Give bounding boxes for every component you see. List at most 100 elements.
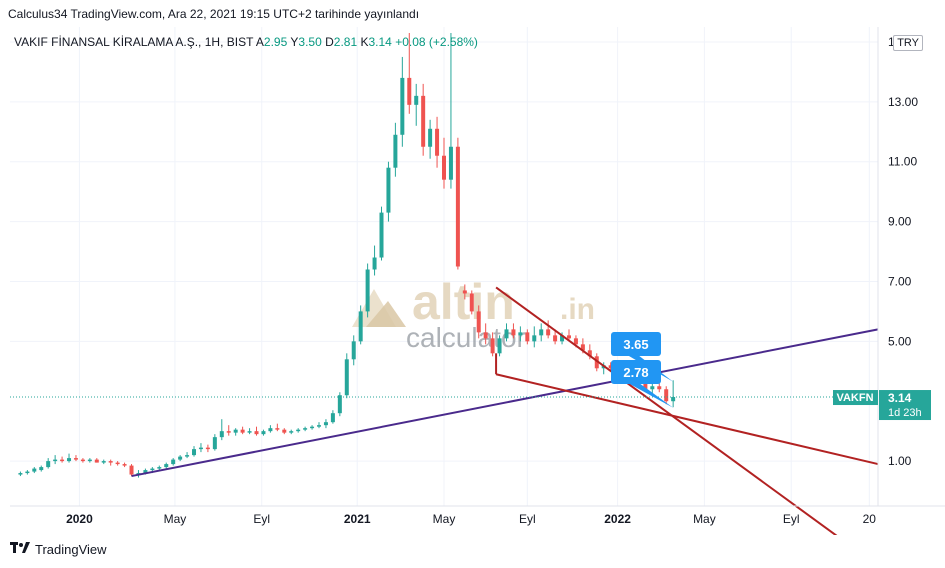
candle-body (60, 459, 65, 462)
candle-body (46, 461, 51, 468)
candle-body (525, 332, 530, 342)
symbol-tag-label: VAKFN (836, 392, 873, 404)
candle-body (87, 459, 92, 462)
candle-body (566, 335, 571, 339)
publish-header: Calculus34 TradingView.com, Ara 22, 2021… (8, 7, 420, 21)
chart-canvas[interactable]: altin .in calculator 15.0013.0011.009.00… (0, 27, 945, 535)
x-tick-label: May (433, 512, 456, 526)
candle-body (344, 359, 349, 396)
candle-body (122, 464, 127, 466)
candle-body (462, 290, 467, 294)
candle-body (393, 134, 398, 168)
candle-body (476, 311, 481, 333)
legend-low: 2.81 (333, 35, 358, 49)
x-tick-label: 20 (863, 512, 877, 526)
candle-body (421, 95, 426, 147)
chart-frame[interactable]: altin .in calculator 15.0013.0011.009.00… (0, 27, 945, 535)
x-tick-label: 2022 (604, 512, 631, 526)
candle-body (650, 386, 655, 390)
x-tick-label: Eyl (519, 512, 536, 526)
candle-body (32, 468, 37, 472)
candle-body (358, 311, 363, 342)
legend-symbol: VAKIF FİNANSAL KİRALAMA A.Ş., 1H, BIST (14, 35, 254, 49)
candle-body (560, 335, 565, 342)
trend-line-support (131, 328, 879, 478)
candle-body (323, 422, 328, 426)
legend-low-label: D (325, 35, 334, 49)
candle-body (504, 329, 509, 339)
candle-body (275, 428, 280, 430)
candle-body (108, 461, 113, 463)
x-tick-label: May (164, 512, 187, 526)
y-tick-label: 13.00 (888, 95, 918, 109)
x-tick-label: Eyl (783, 512, 800, 526)
candle-body (337, 395, 342, 414)
candle-body (185, 455, 190, 457)
candle-body (254, 431, 259, 435)
candle-body (150, 468, 155, 471)
candle-body (233, 429, 238, 433)
candle-body (351, 341, 356, 360)
y-tick-label: 9.00 (888, 215, 912, 229)
candle-body (435, 128, 440, 156)
candle-body (67, 458, 72, 462)
candle-body (608, 365, 613, 369)
y-tick-label: 5.00 (888, 334, 912, 348)
symbol-tag-box (833, 390, 878, 406)
candles (18, 32, 676, 478)
candle-body (671, 397, 676, 402)
candle-body (53, 459, 58, 462)
legend-open: 2.95 (263, 35, 288, 49)
candle-body (497, 338, 502, 354)
candle-body (657, 386, 662, 390)
candle-body (212, 437, 217, 450)
legend: VAKIF FİNANSAL KİRALAMA A.Ş., 1H, BIST A… (14, 35, 478, 49)
candle-body (178, 456, 183, 460)
candle-body (448, 146, 453, 180)
callout-label: 2.78 (623, 365, 648, 380)
trend-line-falling-upper (495, 286, 838, 535)
callout-label: 3.65 (623, 337, 648, 352)
candle-body (171, 459, 176, 465)
candle-body (219, 431, 224, 438)
callout-box (611, 360, 661, 384)
candle-body (317, 425, 322, 427)
watermark-brand: altin (412, 274, 515, 330)
time-axis: 2020 May Eyl 2021 May Eyl 2022 May Eyl 20 (10, 505, 945, 526)
altin-logo-icon (352, 289, 406, 327)
y-tick-label: 1.00 (888, 454, 912, 468)
candle-body (73, 458, 78, 460)
candle-body (490, 338, 495, 354)
candle-body (268, 428, 273, 432)
trend-line-falling-lower (495, 373, 879, 466)
candle-body (143, 470, 148, 474)
x-tick-label: 2021 (344, 512, 371, 526)
candle-body (664, 389, 669, 402)
candle-body (442, 155, 446, 180)
candle-body (296, 429, 301, 432)
legend-high: 3.50 (298, 35, 322, 49)
tradingview-logo-icon[interactable] (10, 542, 30, 557)
price-tag-box (879, 390, 931, 421)
x-tick-label: May (693, 512, 716, 526)
candle-body (532, 335, 537, 342)
x-tick-label: 2020 (66, 512, 93, 526)
candle-body (386, 167, 391, 213)
candle-body (39, 467, 44, 471)
candle-body (25, 471, 30, 474)
legend-close-label: K (360, 35, 369, 49)
candle-body (455, 146, 460, 267)
candle-body (573, 338, 578, 345)
candle-body (310, 426, 315, 429)
price-tag-value: 3.14 (888, 391, 912, 405)
footer-brand[interactable]: TradingView (35, 542, 107, 557)
candle-body (247, 431, 252, 433)
candle-body (198, 447, 203, 450)
legend-change: +0.08 (+2.58%) (395, 35, 478, 49)
candle-body (372, 257, 377, 270)
callout-box (611, 332, 661, 356)
candle-body (511, 329, 516, 336)
currency-badge[interactable]: TRY (893, 35, 923, 51)
price-callouts: 3.65 2.78 (611, 332, 674, 408)
